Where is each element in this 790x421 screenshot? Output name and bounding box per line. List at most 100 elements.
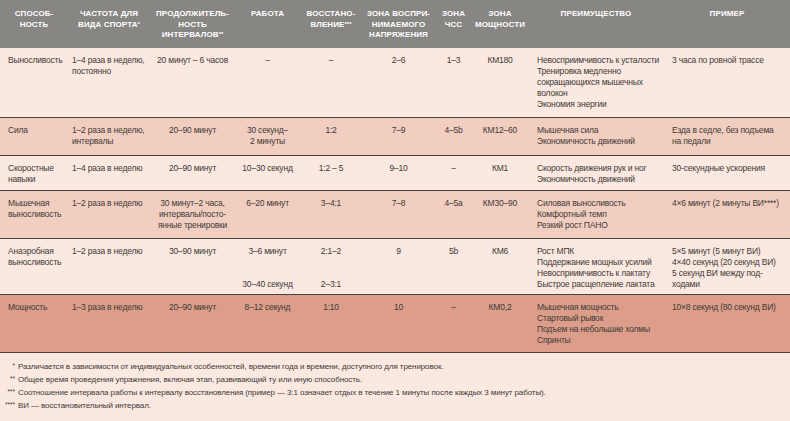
table-row-strength: Сила 1–2 раза в неделю, интервалы 20–90 … bbox=[0, 117, 790, 155]
cell-frequency: 1–2 раза в неделю, интервалы bbox=[68, 117, 150, 155]
cell-advantage: Скорость движения рук и ног Экономичност… bbox=[528, 155, 664, 190]
cell-work: 30 секунд– 2 минуты bbox=[235, 117, 300, 155]
cell-ability: Сила bbox=[0, 117, 68, 155]
footnote: *** Соотношение интервала работы к интер… bbox=[0, 386, 790, 399]
column-header-label: ЧАСТОТА ДЛЯ ВИДА СПОРТА bbox=[78, 9, 138, 29]
cell-power-zone: КМ0,2 bbox=[472, 294, 528, 352]
cell-power-zone: КМ12–60 bbox=[472, 117, 528, 155]
cell-duration: 20–90 минут bbox=[150, 117, 235, 155]
footnote-marker: *** bbox=[0, 385, 15, 398]
footnote-marker: **** bbox=[0, 398, 15, 411]
cell-frequency: 1–3 раза в неделю bbox=[68, 294, 150, 352]
col-header-work: РАБОТА bbox=[235, 0, 300, 48]
cell-work: 3–6 минут 30–40 секунд bbox=[235, 238, 300, 294]
table-body: Выносливость 1–4 раза в неделю, постоянн… bbox=[0, 48, 790, 352]
cell-ability: Анаэробная выносливость bbox=[0, 238, 68, 294]
column-header-label: ЗОНА МОЩНОСТИ bbox=[475, 9, 525, 29]
cell-rpe-zone: 9–10 bbox=[362, 155, 435, 190]
cell-duration: 20–90 минут bbox=[150, 155, 235, 190]
cell-frequency: 1–4 раза в неделю bbox=[68, 155, 150, 190]
cell-recovery: – bbox=[300, 48, 362, 117]
cell-power-zone: КМ30–90 bbox=[472, 190, 528, 238]
footnote-text: Соотношение интервала работы к интервалу… bbox=[18, 386, 546, 399]
cell-power-zone: КМ180 bbox=[472, 48, 528, 117]
col-header-hr-zone: ЗОНА ЧСС bbox=[435, 0, 472, 48]
footnote: * Различается в зависимости от индивидуа… bbox=[0, 360, 790, 373]
column-header-label: РАБОТА bbox=[251, 9, 284, 18]
column-header-label: ПРИМЕР bbox=[710, 9, 745, 18]
cell-work: 6–20 минут bbox=[235, 190, 300, 238]
cell-rpe-zone: 7–9 bbox=[362, 117, 435, 155]
col-header-advantage: ПРЕИМУЩЕСТВО bbox=[528, 0, 664, 48]
cell-duration: 20–90 минут bbox=[150, 294, 235, 352]
cell-hr-zone: 4–5b bbox=[435, 117, 472, 155]
col-header-ability: СПОСОБ- НОСТЬ bbox=[0, 0, 68, 48]
column-header-label: ПРЕИМУЩЕСТВО bbox=[561, 9, 632, 18]
table-row-power: Мощность 1–3 раза в неделю 20–90 минут 8… bbox=[0, 294, 790, 352]
footnote-marker: ** bbox=[0, 372, 15, 385]
cell-rpe-zone: 9 bbox=[362, 238, 435, 294]
footnote-text: Различается в зависимости от индивидуаль… bbox=[18, 360, 443, 373]
col-header-power-zone: ЗОНА МОЩНОСТИ bbox=[472, 0, 528, 48]
cell-rpe-zone: 7–8 bbox=[362, 190, 435, 238]
cell-hr-zone: 5b bbox=[435, 238, 472, 294]
cell-example: 10×8 секунд (80 секунд ВИ) bbox=[664, 294, 790, 352]
table-row-muscular-endurance: Мышечная выносливость 1–2 раза в неделю … bbox=[0, 190, 790, 238]
cell-recovery: 1:10 bbox=[300, 294, 362, 352]
cell-power-zone: КМ1 bbox=[472, 155, 528, 190]
column-header-label: ЗОНА ЧСС bbox=[442, 9, 465, 29]
cell-rpe-zone: 10 bbox=[362, 294, 435, 352]
footnote-ref: *** bbox=[344, 21, 351, 27]
cell-duration: 30 минут–2 часа, интервалы/посто- янные … bbox=[150, 190, 235, 238]
cell-frequency: 1–4 раза в неделю, постоянно bbox=[68, 48, 150, 117]
col-header-frequency: ЧАСТОТА ДЛЯ ВИДА СПОРТА* bbox=[68, 0, 150, 48]
cell-ability: Выносливость bbox=[0, 48, 68, 117]
cell-duration: 20 минут – 6 часов bbox=[150, 48, 235, 117]
cell-duration: 30–90 минут bbox=[150, 238, 235, 294]
cell-work: 8–12 секунд bbox=[235, 294, 300, 352]
cell-advantage: Силовая выносливость Комфортный темп Рез… bbox=[528, 190, 664, 238]
table-row-speed-skills: Скоростные навыки 1–4 раза в неделю 20–9… bbox=[0, 155, 790, 190]
column-header-label: ЗОНА ВОСПРИ- НИМАЕМОГО НАПРЯЖЕНИЯ bbox=[367, 9, 430, 39]
cell-advantage: Невосприимчивость к усталости Тренировка… bbox=[528, 48, 664, 117]
cell-hr-zone: 1–3 bbox=[435, 48, 472, 117]
cell-example: 3 часа по ровной трассе bbox=[664, 48, 790, 117]
footnote-ref: * bbox=[138, 21, 140, 27]
table-row-endurance: Выносливость 1–4 раза в неделю, постоянн… bbox=[0, 48, 790, 117]
cell-advantage: Мышечная сила Экономичность движений bbox=[528, 117, 664, 155]
footnote-text: ВИ — восстановительный интервал. bbox=[18, 399, 151, 412]
col-header-recovery: ВОССТАНО- ВЛЕНИЕ*** bbox=[300, 0, 362, 48]
cell-example: 5×5 минут (5 минут ВИ) 4×40 секунд (20 с… bbox=[664, 238, 790, 294]
cell-hr-zone: 4–5a bbox=[435, 190, 472, 238]
header-row: СПОСОБ- НОСТЬ ЧАСТОТА ДЛЯ ВИДА СПОРТА* П… bbox=[0, 0, 790, 48]
cell-work: 10–30 секунд bbox=[235, 155, 300, 190]
col-header-example: ПРИМЕР bbox=[664, 0, 790, 48]
training-table-page: СПОСОБ- НОСТЬ ЧАСТОТА ДЛЯ ВИДА СПОРТА* П… bbox=[0, 0, 790, 421]
footnote-marker: * bbox=[0, 359, 15, 372]
cell-advantage: Рост МПК Поддержание мощных усилий Невос… bbox=[528, 238, 664, 294]
cell-recovery: 2:1–2 2–3:1 bbox=[300, 238, 362, 294]
table-header: СПОСОБ- НОСТЬ ЧАСТОТА ДЛЯ ВИДА СПОРТА* П… bbox=[0, 0, 790, 48]
cell-rpe-zone: 2–6 bbox=[362, 48, 435, 117]
col-header-rpe-zone: ЗОНА ВОСПРИ- НИМАЕМОГО НАПРЯЖЕНИЯ bbox=[362, 0, 435, 48]
cell-ability: Мышечная выносливость bbox=[0, 190, 68, 238]
cell-frequency: 1–2 раза в неделю bbox=[68, 238, 150, 294]
cell-ability: Скоростные навыки bbox=[0, 155, 68, 190]
cell-advantage: Мышечная мощность Стартовый рывок Подъем… bbox=[528, 294, 664, 352]
footnote: **** ВИ — восстановительный интервал. bbox=[0, 399, 790, 412]
cell-recovery: 1:2 – 5 bbox=[300, 155, 362, 190]
cell-power-zone: КМ6 bbox=[472, 238, 528, 294]
footnote-ref: ** bbox=[219, 31, 224, 37]
cell-recovery: 1:2 bbox=[300, 117, 362, 155]
cell-recovery: 3–4:1 bbox=[300, 190, 362, 238]
footnote: ** Общее время проведения упражнения, вк… bbox=[0, 373, 790, 386]
column-header-label: СПОСОБ- НОСТЬ bbox=[15, 9, 54, 29]
cell-example: 30-секундные ускорения bbox=[664, 155, 790, 190]
cell-work: – bbox=[235, 48, 300, 117]
training-abilities-table: СПОСОБ- НОСТЬ ЧАСТОТА ДЛЯ ВИДА СПОРТА* П… bbox=[0, 0, 790, 352]
cell-ability: Мощность bbox=[0, 294, 68, 352]
table-row-anaerobic-endurance: Анаэробная выносливость 1–2 раза в недел… bbox=[0, 238, 790, 294]
footnote-text: Общее время проведения упражнения, включ… bbox=[18, 373, 362, 386]
cell-hr-zone: – bbox=[435, 294, 472, 352]
footnotes-section: * Различается в зависимости от индивидуа… bbox=[0, 352, 790, 421]
